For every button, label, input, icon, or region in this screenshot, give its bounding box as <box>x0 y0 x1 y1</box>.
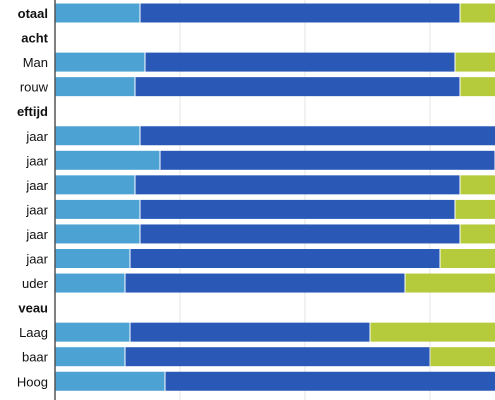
bar-row-3-segment-0 <box>55 77 135 97</box>
row-label-2: Man <box>23 55 48 70</box>
bars <box>55 3 495 391</box>
bar-row-13-segment-0 <box>55 322 130 342</box>
row-label-11: uder <box>22 276 49 291</box>
bar-row-15-segment-1 <box>165 371 495 391</box>
row-labels: otaal acht Man rouw eftijd jaar jaar jaar jaar ja… <box>17 6 49 389</box>
row-label-13: Laag <box>19 325 48 340</box>
row-label-10: jaar <box>25 252 48 267</box>
bar-row-3-segment-1 <box>135 77 460 97</box>
bar-row-5-segment-1 <box>140 126 495 146</box>
bar-row-11-segment-1 <box>125 273 405 293</box>
bar-row-7-segment-2 <box>460 175 495 195</box>
bar-row-8-segment-1 <box>140 199 455 219</box>
bar-row-14-segment-2 <box>430 347 495 367</box>
row-label-0: otaal <box>18 6 48 21</box>
bar-row-13-segment-1 <box>130 322 370 342</box>
bar-row-2-segment-0 <box>55 52 145 72</box>
row-label-8: jaar <box>25 202 48 217</box>
row-label-12: veau <box>18 301 48 316</box>
bar-row-11-segment-0 <box>55 273 125 293</box>
row-label-14: baar <box>22 350 49 365</box>
bar-row-3-segment-2 <box>460 77 495 97</box>
bar-row-7-segment-1 <box>135 175 460 195</box>
bar-row-14-segment-1 <box>125 347 430 367</box>
bar-row-6-segment-0 <box>55 150 160 170</box>
row-label-6: jaar <box>25 153 48 168</box>
bar-row-9-segment-0 <box>55 224 140 244</box>
row-label-9: jaar <box>25 227 48 242</box>
row-label-15: Hoog <box>17 374 48 389</box>
bar-row-5-segment-0 <box>55 126 140 146</box>
bar-row-9-segment-1 <box>140 224 460 244</box>
bar-row-15-segment-0 <box>55 371 165 391</box>
bar-row-10-segment-0 <box>55 249 130 268</box>
bar-row-13-segment-2 <box>370 322 495 342</box>
bar-row-0-segment-1 <box>140 3 460 23</box>
bar-row-2-segment-2 <box>455 52 495 72</box>
bar-row-6-segment-1 <box>160 150 495 170</box>
bar-row-10-segment-1 <box>130 249 440 268</box>
row-label-5: jaar <box>25 129 48 144</box>
bar-row-8-segment-2 <box>455 199 495 219</box>
bar-row-8-segment-0 <box>55 199 140 219</box>
bar-row-0-segment-2 <box>460 3 495 23</box>
bar-row-0-segment-0 <box>55 3 140 23</box>
bar-row-14-segment-0 <box>55 347 125 367</box>
bar-row-2-segment-1 <box>145 52 455 72</box>
bar-row-9-segment-2 <box>460 224 495 244</box>
row-label-4: eftijd <box>17 104 48 119</box>
row-label-1: acht <box>21 31 48 46</box>
bar-row-7-segment-0 <box>55 175 135 195</box>
row-label-3: rouw <box>20 80 49 95</box>
bar-row-10-segment-2 <box>440 249 495 268</box>
row-label-7: jaar <box>25 178 48 193</box>
bar-row-11-segment-2 <box>405 273 495 293</box>
